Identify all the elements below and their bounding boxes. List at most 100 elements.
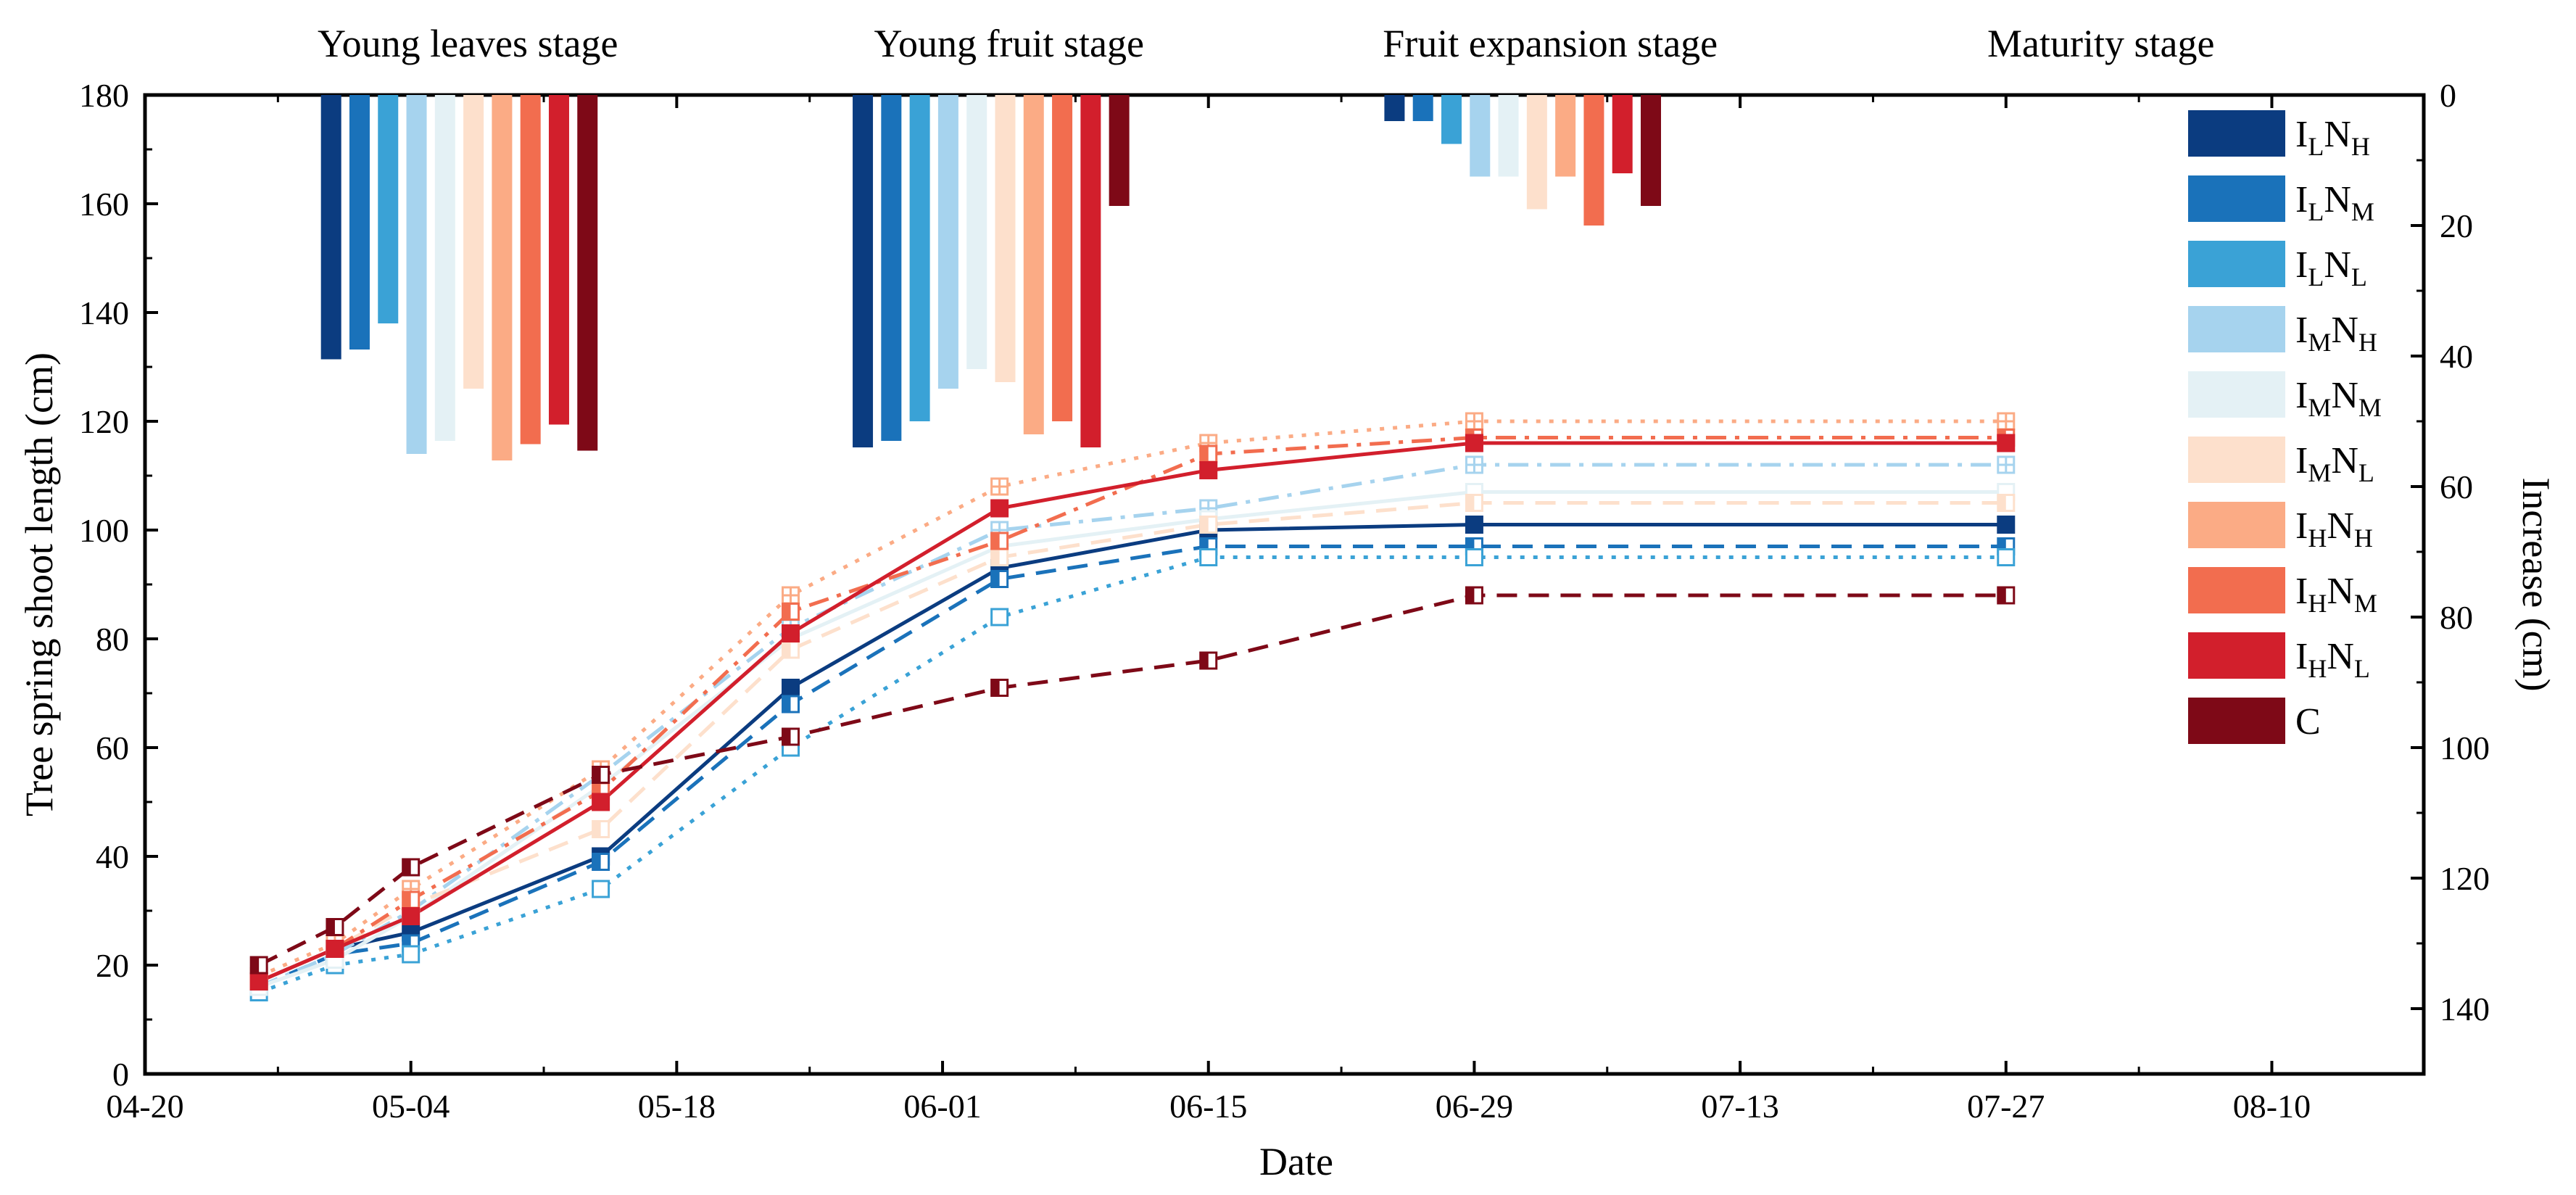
legend: ILNH ILNM ILNL IMNH IMNM IMNL IHNH IHNM IHNL C [2188,110,2382,744]
legend-swatch [2188,306,2285,352]
y2-tick-label: 20 [2440,207,2473,244]
legend-entry: IMNM [2188,371,2382,422]
increase-bar [995,95,1016,382]
y2-tick-label: 80 [2440,599,2473,636]
increase-bar [881,95,902,441]
legend-label: ILNH [2295,114,2370,161]
series-marker [1199,461,1218,479]
series-marker [1465,516,1483,534]
legend-entry: IMNL [2188,437,2374,487]
x-tick-label: 06-29 [1436,1088,1513,1125]
series-marker [1465,548,1483,566]
y2-tick-label: 0 [2440,77,2456,114]
y2-tick-label: 40 [2440,338,2473,375]
series-marker [990,570,1009,588]
legend-entry: IHNL [2188,632,2370,683]
series-marker [782,679,800,697]
x-tick-label: 05-04 [372,1088,450,1125]
increase-bar [1384,95,1405,121]
series-marker [782,695,800,714]
series-marker [990,532,1009,550]
y-tick-label: 180 [79,77,129,114]
increase-bar [966,95,987,369]
legend-swatch [2188,502,2285,548]
increase-bar [463,95,484,389]
legend-label: IMNL [2295,440,2374,487]
series-marker [402,945,421,964]
series-marker [592,820,610,838]
series-marker [402,890,421,909]
y2-tick-label: 100 [2440,729,2490,766]
legend-swatch [2188,632,2285,679]
increase-bar [853,95,874,447]
series-marker [782,624,800,642]
series-marker [782,603,800,621]
series-markers [249,412,2016,1001]
x-tick-label: 06-15 [1169,1088,1247,1125]
legend-label: ILNL [2295,244,2367,291]
increase-bar [1470,95,1491,177]
legend-label: C [2295,701,2321,743]
increase-bar [1526,95,1547,210]
increase-bar [520,95,541,444]
increase-bar [577,95,598,451]
y-tick-label: 160 [79,186,129,223]
series-marker [1465,412,1483,431]
legend-swatch [2188,241,2285,287]
series-marker [1465,455,1483,474]
series-marker [990,499,1009,518]
increase-bar [909,95,930,421]
x-tick-label: 06-01 [903,1088,981,1125]
series-marker [782,586,800,605]
series-marker [1997,516,2016,534]
series-marker [782,727,800,746]
increase-bar [1555,95,1576,177]
increase-bar [937,95,958,389]
y-tick-label: 140 [79,294,129,331]
series-marker [1199,651,1218,670]
increase-bar [1052,95,1073,421]
series-marker [592,880,610,898]
increase-bar [434,95,455,441]
stage-labels: Young leaves stage Young fruit stage Fruit… [318,22,2214,65]
series-marker [592,853,610,871]
y-tick-label: 20 [96,947,129,984]
series-marker [1997,434,2016,452]
legend-entry: ILNM [2188,175,2374,226]
series-line [258,523,2006,983]
legend-swatch [2188,698,2285,744]
y2-tick-label: 120 [2440,860,2490,897]
increase-bar [1498,95,1519,177]
series-marker [782,640,800,659]
series-marker [1465,494,1483,512]
series-marker [592,766,610,784]
series-marker [1465,586,1483,605]
y-tick-label: 0 [112,1056,129,1093]
series-line [258,545,2006,989]
increase-bar [349,95,370,350]
increase-bar [1640,95,1661,206]
increase-bar [1080,95,1101,447]
x-tick-label: 07-27 [1967,1088,2045,1125]
legend-entry: IHNH [2188,502,2373,553]
series-line [258,555,2006,994]
y-tick-label: 120 [79,403,129,440]
series-marker [990,679,1009,697]
increase-bar [1109,95,1130,206]
series-line [258,436,2006,983]
series-marker [592,793,610,811]
legend-swatch [2188,567,2285,613]
series-marker [1199,548,1218,566]
increase-bar [492,95,513,460]
increase-bars [320,95,1661,460]
legend-label: IHNM [2295,571,2377,618]
legend-entry: IHNM [2188,567,2377,618]
increase-bar [406,95,427,454]
legend-label: IMNM [2295,375,2382,422]
series-marker [249,972,268,991]
series-marker [326,940,344,958]
series-lines [258,419,2006,994]
legend-label: IHNH [2295,505,2373,553]
series-marker [1465,434,1483,452]
x-tick-label: 08-10 [2233,1088,2311,1125]
